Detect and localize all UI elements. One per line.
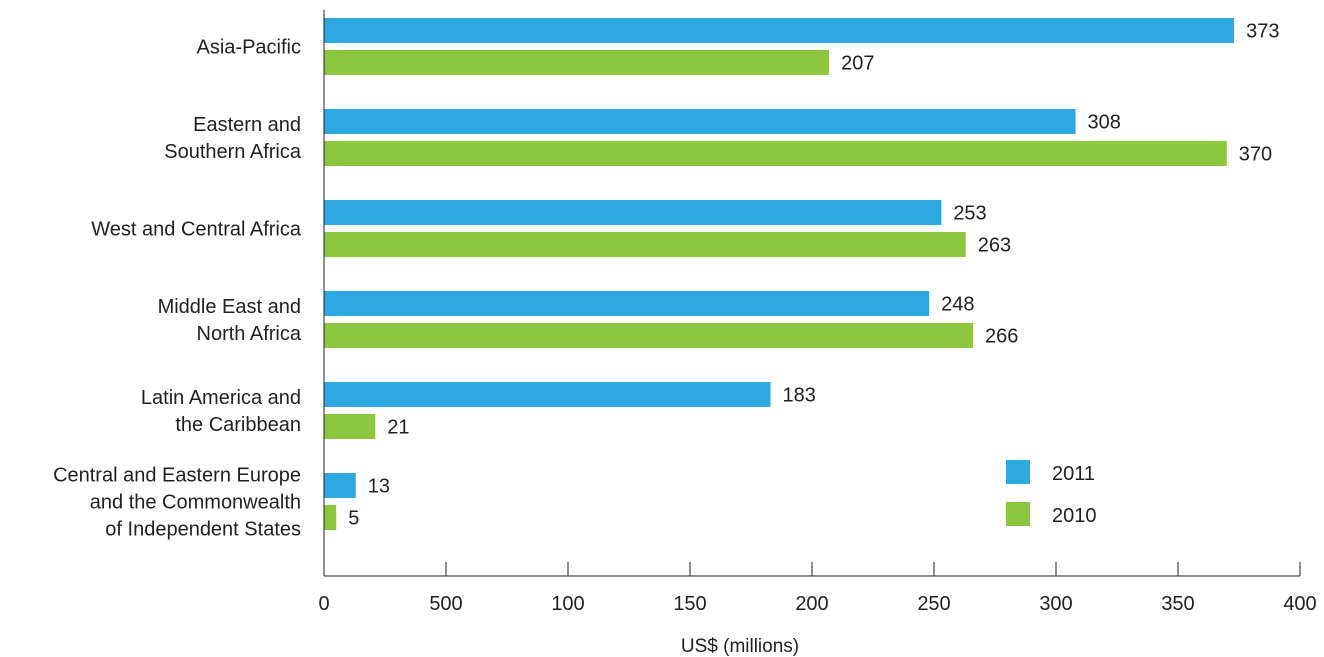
bar-2011-1 xyxy=(324,18,1235,43)
legend-swatch-2010 xyxy=(1006,502,1030,526)
category-label: Asia-Pacific xyxy=(197,37,301,59)
x-tick-label: 300 xyxy=(1039,593,1072,615)
category-label: North Africa xyxy=(197,323,302,345)
bar-2011-2 xyxy=(324,109,1076,134)
category-label: West and Central Africa xyxy=(91,219,302,241)
x-tick-label: 400 xyxy=(1283,593,1316,615)
bars-layer: 373 207 308 370 253 263 248 266 183 21 13 5 xyxy=(324,18,1279,530)
x-tick-label: 200 xyxy=(795,593,828,615)
bar-2010-3 xyxy=(324,232,966,257)
x-tick-label: 0 xyxy=(318,593,329,615)
data-label-2011-5: 183 xyxy=(783,385,816,407)
legend-swatch-2011 xyxy=(1006,460,1030,484)
category-label: of Independent States xyxy=(105,519,301,541)
data-label-2010-2: 370 xyxy=(1239,144,1272,166)
bar-2011-3 xyxy=(324,200,942,225)
legend-label-2010: 2010 xyxy=(1052,505,1097,527)
bar-2010-4 xyxy=(324,323,974,348)
data-label-2011-1: 373 xyxy=(1246,21,1279,43)
category-label: the Caribbean xyxy=(175,414,301,436)
legend-label-2011: 2011 xyxy=(1052,463,1095,485)
category-label: Latin America and xyxy=(141,387,301,409)
category-labels: Asia-Pacific Eastern and Southern Africa We… xyxy=(53,37,302,541)
data-label-2011-4: 248 xyxy=(941,294,974,316)
bar-2010-6 xyxy=(324,505,337,530)
x-tick-label: 150 xyxy=(673,593,706,615)
x-axis: 0 500 100 150 200 250 300 350 400 xyxy=(318,10,1317,615)
category-label: Middle East and xyxy=(158,296,301,318)
x-tick-label: 500 xyxy=(429,593,462,615)
x-tick-label: 250 xyxy=(917,593,950,615)
data-label-2010-5: 21 xyxy=(387,417,409,439)
bar-2010-1 xyxy=(324,50,830,75)
data-label-2011-6: 13 xyxy=(368,476,390,498)
data-label-2010-3: 263 xyxy=(978,235,1011,257)
data-label-2010-4: 266 xyxy=(985,326,1018,348)
category-label: and the Commonwealth xyxy=(90,492,301,514)
data-label-2010-6: 5 xyxy=(348,508,359,530)
data-label-2010-1: 207 xyxy=(841,53,874,75)
category-label: Eastern and xyxy=(193,114,301,136)
category-label: Central and Eastern Europe xyxy=(53,465,301,487)
bar-2010-2 xyxy=(324,141,1227,166)
category-label: Southern Africa xyxy=(164,141,302,163)
bar-2010-5 xyxy=(324,414,376,439)
bar-2011-5 xyxy=(324,382,771,407)
data-label-2011-3: 253 xyxy=(953,203,986,225)
data-label-2011-2: 308 xyxy=(1088,112,1121,134)
legend: 2011 2010 xyxy=(1006,460,1097,527)
bar-2011-6 xyxy=(324,473,356,498)
bar-2011-4 xyxy=(324,291,930,316)
x-tick-label: 350 xyxy=(1161,593,1194,615)
x-tick-label: 100 xyxy=(551,593,584,615)
x-axis-title: US$ (millions) xyxy=(681,636,799,657)
